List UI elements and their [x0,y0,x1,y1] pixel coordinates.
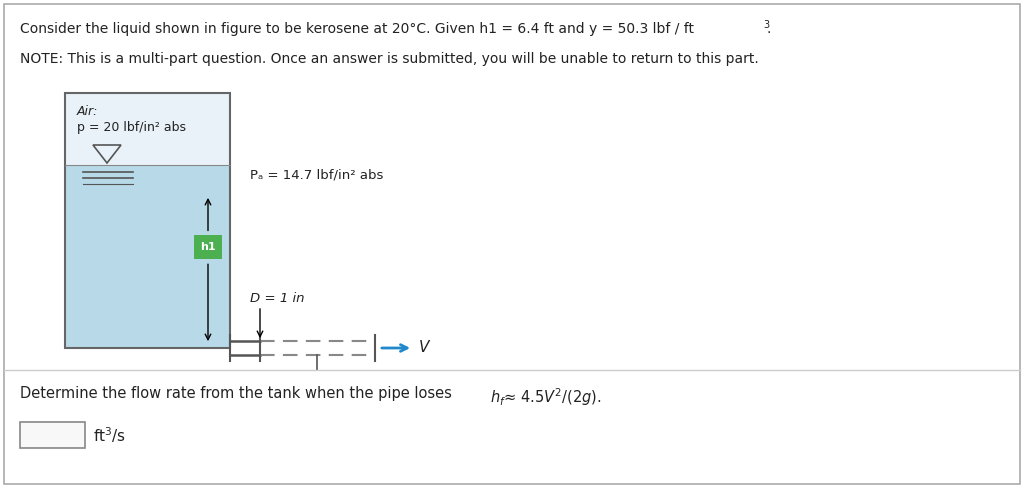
Bar [20,422,85,448]
Bar [65,165,230,348]
Text: Determine the flow rate from the tank when the pipe loses: Determine the flow rate from the tank wh… [20,386,457,401]
Bar [65,93,230,165]
Text: .: . [767,22,771,36]
Text: h1: h1 [200,243,216,252]
Text: D = 1 in: D = 1 in [250,291,304,305]
Bar [65,93,230,348]
Text: Air:: Air: [77,105,98,118]
Text: Consider the liquid shown in figure to be kerosene at 20°C. Given h1 = 6.4 ft an: Consider the liquid shown in figure to b… [20,22,694,36]
Text: p = 20 lbf/in² abs: p = 20 lbf/in² abs [77,121,186,134]
Text: Pₐ = 14.7 lbf/in² abs: Pₐ = 14.7 lbf/in² abs [250,168,383,182]
Text: V: V [419,341,429,355]
Text: ft$^3$/s: ft$^3$/s [93,425,126,445]
Text: NOTE: This is a multi-part question. Once an answer is submitted, you will be un: NOTE: This is a multi-part question. Onc… [20,52,759,66]
Text: 3: 3 [763,20,769,30]
Bar [194,235,222,259]
Text: $h_f$≈ 4.5$V^2$/(2$g$).: $h_f$≈ 4.5$V^2$/(2$g$). [490,386,602,407]
